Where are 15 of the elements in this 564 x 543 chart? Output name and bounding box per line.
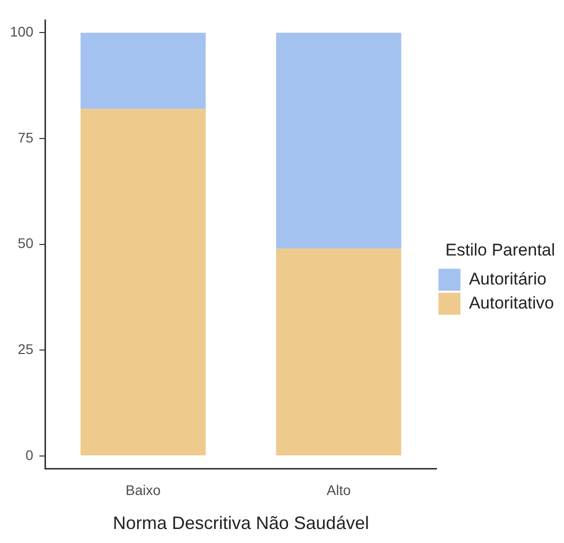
y-tick-label: 0 bbox=[26, 446, 34, 463]
legend-title: Estilo Parental bbox=[445, 240, 556, 260]
legend-label: Autoritativo bbox=[468, 293, 554, 312]
bar bbox=[80, 108, 206, 456]
y-tick-label: 75 bbox=[18, 129, 34, 146]
x-axis-title: Norma Descritiva Não Saudável bbox=[112, 513, 369, 534]
x-tick-label: Alto bbox=[326, 482, 351, 498]
bar bbox=[276, 32, 402, 249]
legend-label: Autoritário bbox=[468, 269, 546, 288]
y-tick-label: 100 bbox=[10, 24, 34, 40]
x-tick-label: Baixo bbox=[126, 482, 161, 498]
bar bbox=[276, 248, 402, 456]
y-tick-label: 25 bbox=[18, 340, 34, 357]
y-tick-label: 50 bbox=[18, 235, 34, 252]
bar bbox=[80, 32, 206, 109]
